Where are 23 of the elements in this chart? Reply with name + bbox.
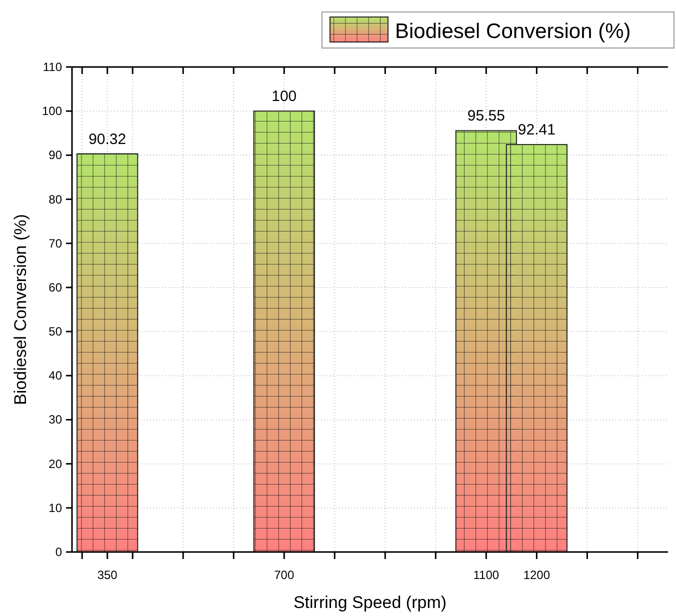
y-tick-label: 60 xyxy=(48,280,62,294)
y-tick-label: 10 xyxy=(48,500,62,515)
y-tick-label: 90 xyxy=(48,148,62,162)
legend-label: Biodiesel Conversion (%) xyxy=(395,20,631,43)
y-tick-label: 20 xyxy=(48,456,62,471)
data-label: 92.41 xyxy=(518,122,556,139)
x-axis-title: Stirring Speed (rpm) xyxy=(293,593,447,612)
x-tick-label: 1100 xyxy=(473,568,500,582)
x-tick-label: 350 xyxy=(97,568,118,582)
data-label: 100 xyxy=(272,88,297,106)
data-label: 90.32 xyxy=(88,130,126,148)
y-tick-label: 50 xyxy=(48,324,62,339)
x-tick-label: 700 xyxy=(274,568,294,582)
y-tick-label: 100 xyxy=(42,104,62,118)
y-tick-label: 30 xyxy=(48,412,62,427)
y-tick-label: 80 xyxy=(48,192,62,206)
y-tick-label: 110 xyxy=(42,60,62,74)
y-tick-label: 40 xyxy=(48,368,62,383)
y-axis-title: Biodiesel Conversion (%) xyxy=(11,214,30,405)
x-tick-label: 1200 xyxy=(523,568,550,582)
data-label: 95.55 xyxy=(467,108,505,125)
y-tick-label: 70 xyxy=(48,236,62,250)
y-tick-label: 0 xyxy=(55,545,62,559)
